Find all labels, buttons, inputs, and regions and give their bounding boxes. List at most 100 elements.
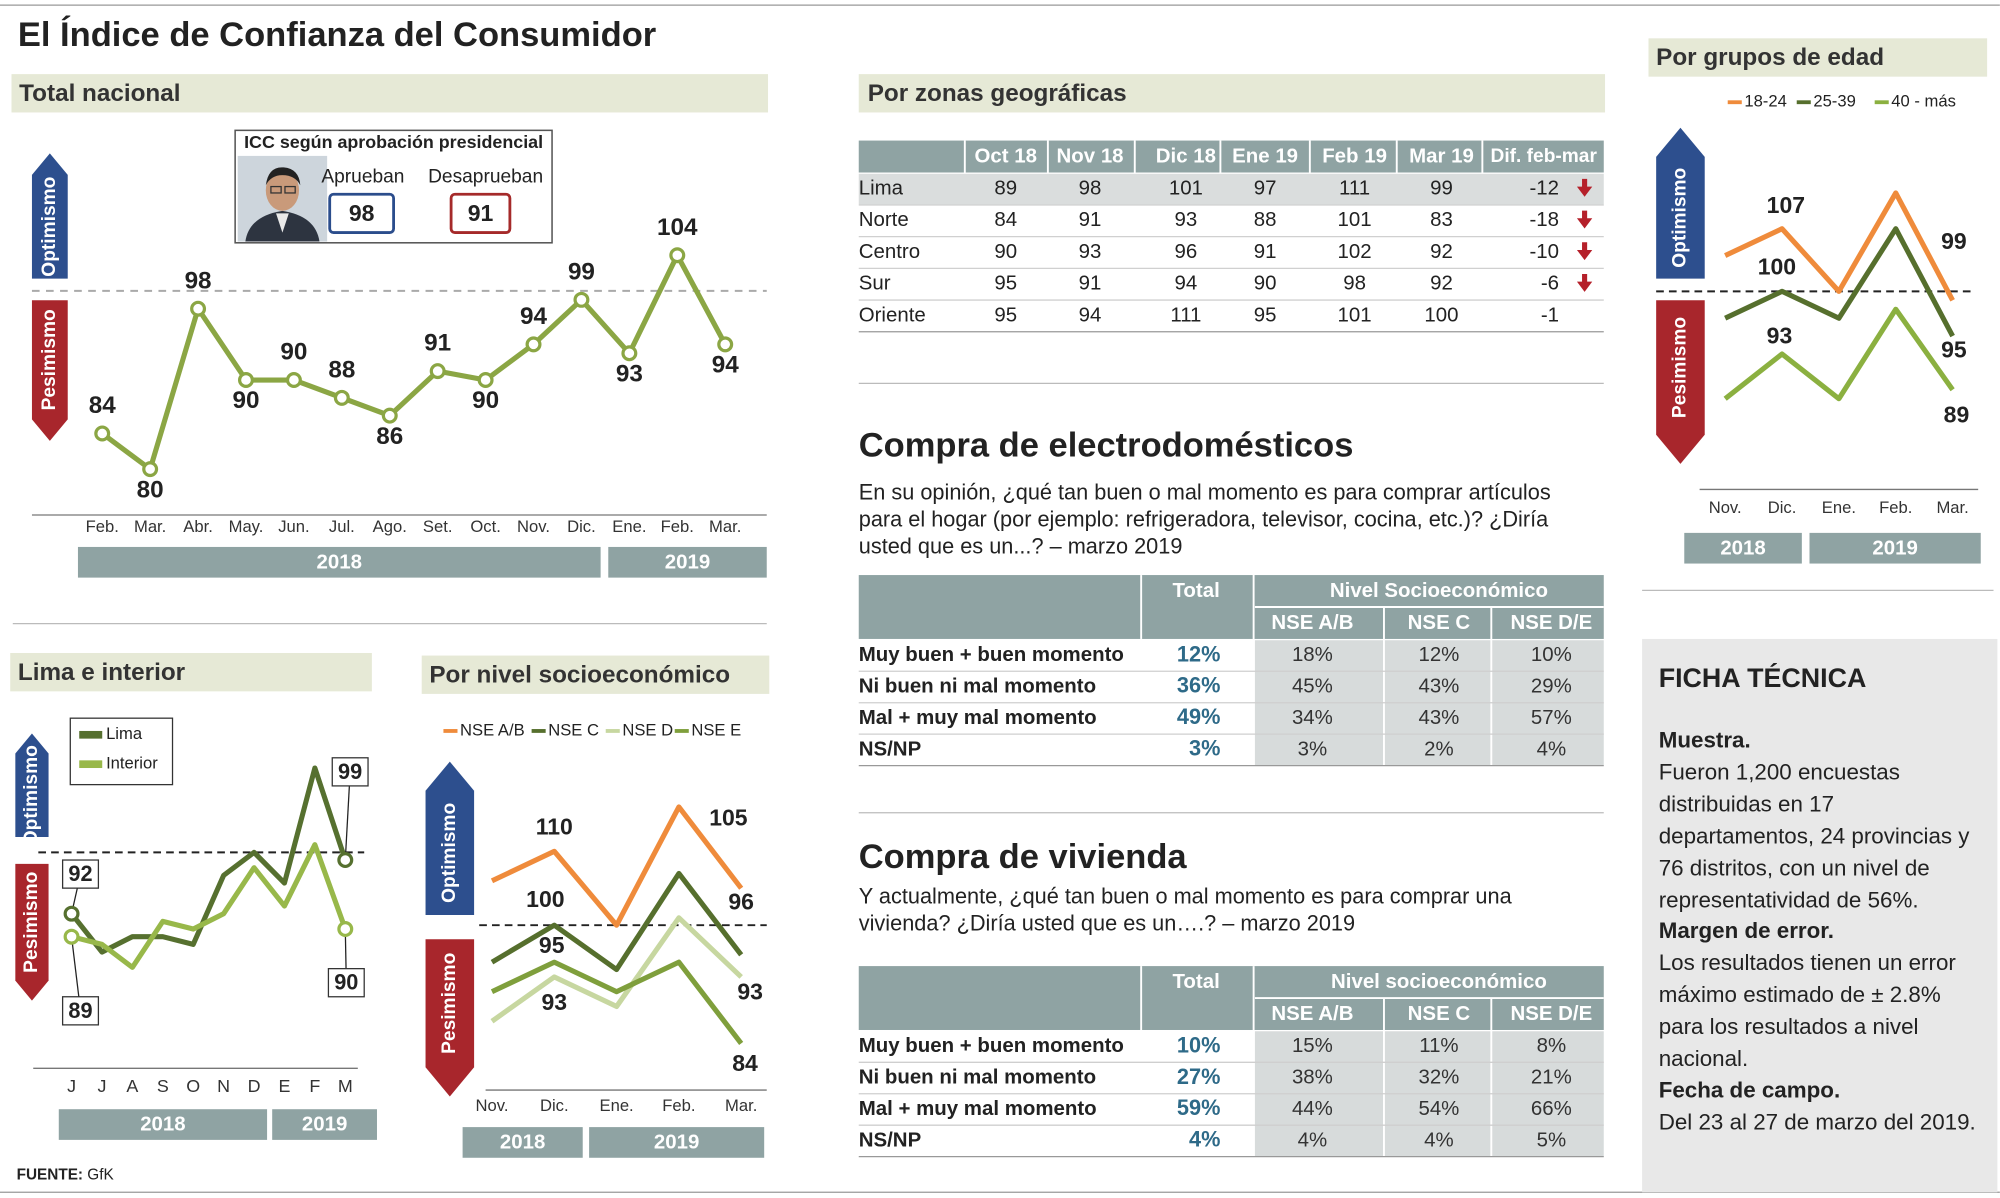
column-header: Nivel Socioeconómico — [1330, 579, 1548, 602]
table-header — [858, 140, 1604, 173]
point — [669, 247, 686, 264]
cell: 95 — [994, 303, 1017, 326]
column-header: Total — [1172, 579, 1219, 602]
cell: 29% — [1531, 674, 1572, 697]
ficha-heading: Margen de error. — [1658, 918, 1834, 944]
zone-label: Optimismo — [39, 177, 60, 277]
column-header: Nov 18 — [1057, 145, 1124, 168]
cell: 93 — [1175, 208, 1198, 231]
data-label: 93 — [1767, 322, 1793, 348]
period-label: 2019 — [654, 1130, 699, 1153]
cell: 99 — [1430, 177, 1453, 200]
cell: 43% — [1418, 674, 1459, 697]
data-label: 88 — [328, 356, 355, 383]
ficha-tecnica: Muestra. Fueron 1,200 encuestas distribui… — [1659, 725, 1989, 1139]
legend-label: NSE C — [548, 720, 599, 739]
point — [142, 461, 159, 478]
x-tick-label: D — [248, 1076, 261, 1096]
cell: 90 — [1254, 272, 1277, 295]
period-band — [1809, 532, 1981, 564]
cell: 91 — [1254, 240, 1277, 263]
inset-value: 98 — [349, 200, 375, 226]
cell: 54% — [1418, 1097, 1459, 1120]
ficha-text: Del 23 al 27 de marzo del 2019. — [1658, 1109, 1976, 1135]
approval-inset: ICC según aprobación presidencial Aprueb… — [234, 129, 553, 244]
data-label: 93 — [616, 360, 643, 387]
row-label: Oriente — [859, 303, 926, 326]
x-tick-label: Dic. — [540, 1096, 569, 1115]
row-label: Centro — [859, 240, 920, 263]
data-label: 100 — [526, 886, 564, 912]
cell: 4% — [1298, 1128, 1328, 1151]
zone-label: Pesimismo — [439, 953, 460, 1054]
column-header: NSE C — [1408, 611, 1471, 634]
source: FUENTE: GfK — [17, 1167, 115, 1184]
cell: 4% — [1537, 737, 1567, 760]
cell: 94 — [1175, 272, 1198, 295]
x-tick-label: Nov. — [1709, 498, 1742, 517]
data-label: 86 — [376, 423, 403, 450]
x-tick-label: Jun. — [278, 517, 309, 536]
data-label: 95 — [539, 932, 565, 958]
cell: 93 — [1079, 240, 1102, 263]
x-tick-label: N — [217, 1076, 230, 1096]
zone-label: Pesimismo — [21, 872, 42, 973]
x-tick-label: Mar. — [1936, 498, 1968, 517]
x-tick-label: Mar. — [725, 1096, 757, 1115]
row-label: Ni buen ni mal momento — [859, 1065, 1096, 1088]
row-label: Norte — [859, 208, 909, 231]
cell: 11% — [1419, 1034, 1458, 1057]
column-header: Ene 19 — [1232, 145, 1298, 168]
series-line — [100, 252, 728, 472]
series-line — [490, 959, 744, 1045]
column-header: NSE C — [1408, 1002, 1471, 1025]
point — [63, 928, 80, 945]
point — [477, 372, 494, 388]
data-label: 84 — [89, 392, 116, 419]
cell: 95 — [994, 272, 1017, 295]
total-cell: 27% — [1177, 1064, 1220, 1089]
column-header: Dic 18 — [1156, 145, 1216, 168]
column-header: NSE D/E — [1510, 1002, 1592, 1025]
x-tick-label: A — [126, 1076, 138, 1096]
data-label: 99 — [1941, 228, 1967, 254]
cell: 88 — [1254, 208, 1277, 231]
point — [337, 921, 354, 938]
period-label: 2018 — [317, 550, 362, 573]
cell: 101 — [1169, 177, 1203, 200]
cell: 18% — [1292, 643, 1333, 666]
period-band — [608, 546, 767, 578]
x-tick-label: May. — [229, 517, 264, 536]
data-label: 80 — [137, 476, 164, 503]
cell: 5% — [1537, 1128, 1567, 1151]
series-line — [69, 765, 348, 955]
optimism-arrow — [15, 733, 49, 838]
inset-label: Desaprueban — [428, 167, 543, 188]
down-arrow — [1576, 273, 1593, 292]
cell: 92 — [1430, 272, 1453, 295]
cell: 95 — [1254, 303, 1277, 326]
pessimism-arrow — [15, 863, 49, 1001]
x-tick-label: Feb. — [86, 517, 119, 536]
legend-label: NSE D — [622, 720, 673, 739]
column-header: Dif. feb-mar — [1490, 146, 1597, 167]
x-tick-label: Dic. — [1768, 498, 1797, 517]
cell: 111 — [1170, 303, 1201, 326]
ficha-background — [1642, 638, 1998, 1193]
photo — [237, 155, 328, 242]
x-tick-label: F — [309, 1076, 320, 1096]
data-label: 91 — [424, 330, 451, 357]
cell: 91 — [1079, 208, 1102, 231]
row-label: Mal + muy mal momento — [859, 1097, 1097, 1120]
cell: 90 — [994, 240, 1017, 263]
x-tick-label: Ene. — [1822, 498, 1856, 517]
point — [381, 407, 398, 424]
down-arrow — [1576, 210, 1593, 229]
row-label: Lima — [859, 177, 904, 200]
point — [717, 336, 734, 353]
cell: 91 — [1079, 272, 1102, 295]
section-header — [421, 655, 770, 694]
cell: 4% — [1424, 1128, 1454, 1151]
cell: 8% — [1537, 1034, 1567, 1057]
